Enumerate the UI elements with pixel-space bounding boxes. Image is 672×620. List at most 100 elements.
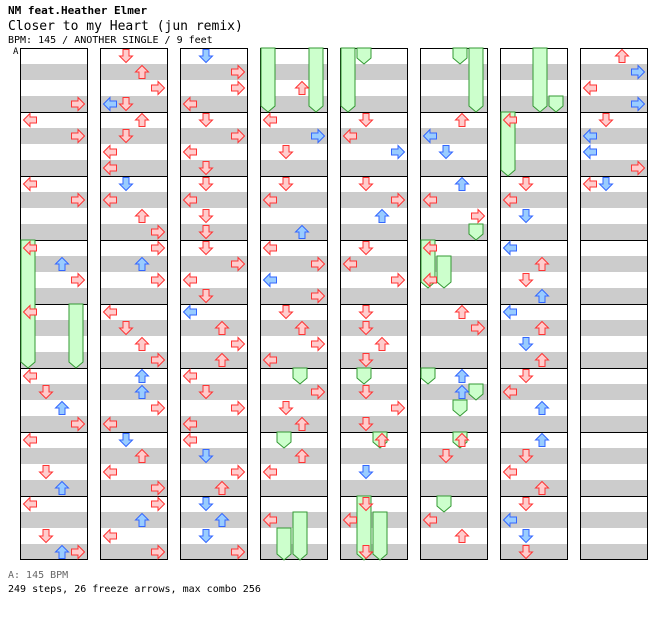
beat-stripe — [500, 544, 568, 560]
beat-stripe — [500, 448, 568, 464]
beat-stripe — [340, 224, 408, 240]
up-arrow-icon — [214, 352, 230, 367]
left-arrow-icon — [182, 192, 197, 208]
up-arrow-icon — [454, 304, 470, 319]
down-arrow-icon — [438, 449, 454, 464]
beat-stripe — [100, 320, 168, 336]
down-arrow-icon — [438, 145, 454, 160]
freeze-arrow — [260, 47, 276, 113]
left-arrow-icon — [102, 96, 117, 112]
up-arrow-icon — [294, 80, 310, 95]
right-arrow-icon — [391, 192, 406, 208]
beat-stripe — [580, 544, 648, 560]
right-arrow-icon — [231, 64, 246, 80]
up-arrow-icon — [294, 320, 310, 335]
left-arrow-icon — [422, 240, 437, 256]
freeze-arrow — [308, 47, 324, 113]
up-arrow-icon — [134, 368, 150, 383]
up-arrow-icon — [214, 512, 230, 527]
song-title: Closer to my Heart (jun remix) — [8, 19, 243, 34]
bpm-section-marker: A — [13, 47, 19, 57]
beat-stripe — [420, 192, 488, 208]
right-arrow-icon — [151, 400, 166, 416]
beat-stripe — [100, 160, 168, 176]
freeze-arrow — [356, 47, 372, 65]
freeze-arrow — [276, 527, 292, 561]
up-arrow-icon — [534, 352, 550, 367]
left-arrow-icon — [22, 496, 37, 512]
down-arrow-icon — [358, 305, 374, 320]
down-arrow-icon — [278, 145, 294, 160]
right-arrow-icon — [151, 352, 166, 368]
down-arrow-icon — [278, 305, 294, 320]
beat-stripe — [500, 128, 568, 144]
beat-stripe — [180, 96, 248, 112]
beat-stripe — [580, 416, 648, 432]
up-arrow-icon — [534, 256, 550, 271]
left-arrow-icon — [22, 432, 37, 448]
left-arrow-icon — [582, 80, 597, 96]
freeze-arrow — [452, 47, 468, 65]
left-arrow-icon — [262, 192, 277, 208]
beat-stripe — [180, 224, 248, 240]
beat-stripe — [340, 480, 408, 496]
beat-stripe — [260, 320, 328, 336]
beat-stripe — [180, 64, 248, 80]
beat-stripe — [100, 128, 168, 144]
down-arrow-icon — [118, 97, 134, 112]
left-arrow-icon — [342, 256, 357, 272]
freeze-arrow — [420, 239, 436, 289]
chart-info: BPM: 145 / ANOTHER SINGLE / 9 feet — [8, 35, 213, 46]
down-arrow-icon — [358, 465, 374, 480]
right-arrow-icon — [151, 240, 166, 256]
beat-stripe — [20, 384, 88, 400]
beat-stripe — [580, 128, 648, 144]
down-arrow-icon — [198, 385, 214, 400]
down-arrow-icon — [278, 401, 294, 416]
right-arrow-icon — [71, 128, 86, 144]
beat-stripe — [260, 288, 328, 304]
down-arrow-icon — [598, 113, 614, 128]
left-arrow-icon — [182, 416, 197, 432]
beat-stripe — [340, 288, 408, 304]
beat-stripe — [20, 160, 88, 176]
beat-stripe — [500, 512, 568, 528]
freeze-arrow — [20, 239, 36, 369]
down-arrow-icon — [518, 545, 534, 560]
beat-stripe — [580, 480, 648, 496]
beat-stripe — [100, 256, 168, 272]
up-arrow-icon — [374, 336, 390, 351]
left-arrow-icon — [102, 144, 117, 160]
down-arrow-icon — [518, 529, 534, 544]
beat-stripe — [180, 320, 248, 336]
left-arrow-icon — [182, 432, 197, 448]
left-arrow-icon — [102, 416, 117, 432]
down-arrow-icon — [198, 209, 214, 224]
left-arrow-icon — [422, 128, 437, 144]
beat-stripe — [180, 128, 248, 144]
beat-stripe — [580, 512, 648, 528]
down-arrow-icon — [358, 353, 374, 368]
down-arrow-icon — [198, 241, 214, 256]
left-arrow-icon — [422, 272, 437, 288]
beat-stripe — [20, 288, 88, 304]
up-arrow-icon — [374, 208, 390, 223]
beat-stripe — [580, 320, 648, 336]
down-arrow-icon — [598, 177, 614, 192]
beat-stripe — [260, 128, 328, 144]
down-arrow-icon — [38, 529, 54, 544]
beat-stripe — [340, 96, 408, 112]
right-arrow-icon — [231, 464, 246, 480]
beat-stripe — [500, 384, 568, 400]
beat-stripe — [20, 96, 88, 112]
down-arrow-icon — [118, 49, 134, 64]
right-arrow-icon — [311, 384, 326, 400]
up-arrow-icon — [454, 112, 470, 127]
right-arrow-icon — [231, 80, 246, 96]
left-arrow-icon — [262, 272, 277, 288]
beat-stripe — [580, 256, 648, 272]
left-arrow-icon — [502, 304, 517, 320]
right-arrow-icon — [231, 544, 246, 560]
beat-stripe — [340, 352, 408, 368]
freeze-arrow — [468, 47, 484, 113]
